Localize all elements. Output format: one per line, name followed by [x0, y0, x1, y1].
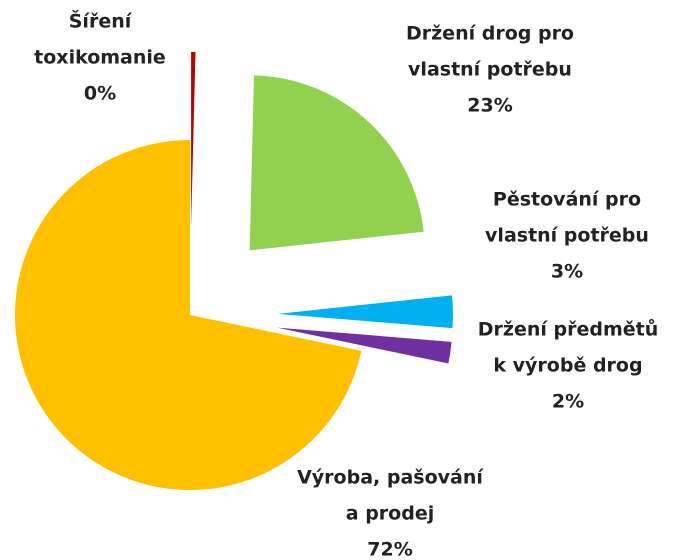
pie-slice	[277, 327, 452, 364]
pie-slice	[15, 140, 362, 491]
value-label: 3%	[551, 261, 583, 283]
pie-slice	[277, 295, 453, 329]
slice-label: Držení drog pro	[406, 23, 574, 45]
value-label: 0%	[84, 83, 116, 105]
slice-label: Výroba, pašování	[297, 467, 484, 489]
slice-label: vlastní potřebu	[408, 59, 572, 81]
pie-slice	[249, 75, 424, 251]
slice-label: toxikomanie	[34, 47, 166, 69]
pie-slice	[191, 52, 196, 228]
slice-label: Šíření	[69, 9, 133, 33]
value-label: 23%	[467, 95, 512, 117]
slice-label: Držení předmětů	[478, 318, 659, 341]
slice-label: k výrobě drog	[493, 355, 642, 377]
value-label: 72%	[367, 539, 412, 560]
slice-label: Pěstování pro	[493, 189, 641, 211]
value-label: 2%	[552, 391, 584, 413]
slice-label: vlastní potřebu	[485, 225, 649, 247]
slice-label: a prodej	[346, 503, 434, 525]
